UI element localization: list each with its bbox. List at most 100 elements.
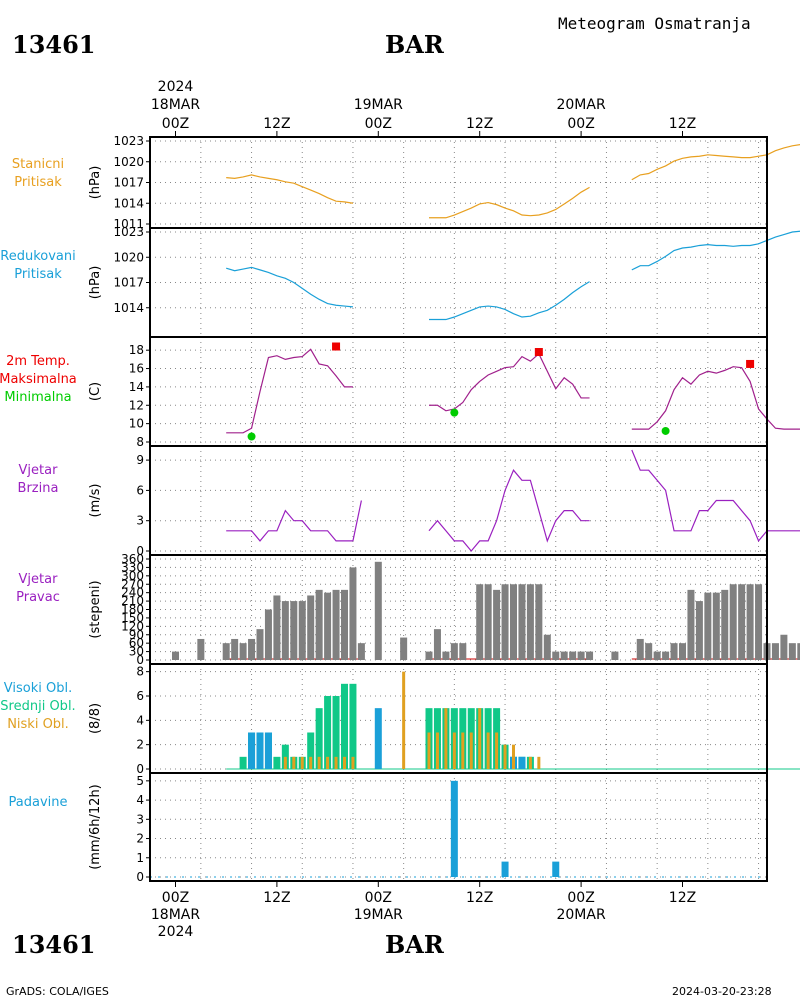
precip-bar (552, 861, 560, 877)
min-temp-marker (247, 432, 256, 441)
mid-cloud-bar (307, 732, 315, 769)
low-cloud-bar (292, 756, 296, 769)
wind-dir-bar (653, 651, 661, 660)
low-cloud-bar (435, 732, 439, 769)
panel-wind-speed: (m/s) Vjetar Brzina (18, 445, 800, 556)
wind-dir-bar (450, 643, 458, 660)
y-tick-label-precipitation: 4 (136, 793, 144, 807)
wind-dir-bar (324, 592, 332, 660)
min-temp-marker (661, 426, 670, 435)
series-line-temperature (631, 366, 800, 430)
precip-bar (450, 780, 458, 877)
wind-dir-bar (636, 638, 644, 660)
low-cloud-bar (444, 708, 448, 769)
wind-dir-bar (560, 651, 568, 660)
wind-dir-bar (543, 634, 551, 660)
meteogram-title: Meteogram Osmatranja (558, 14, 751, 33)
y-tick-label-precipitation: 2 (136, 832, 144, 846)
y-axis-label-reduced-pressure: (hPa) (88, 266, 103, 300)
series-line-reduced-pressure (226, 266, 354, 308)
wind-dir-bar (738, 584, 746, 660)
time-tick-label-top: 00Z (567, 116, 594, 132)
low-cloud-bar (427, 732, 431, 769)
panel-clouds: (8/8) Visoki Obl. Srednji Obl. Niski Obl. (0, 663, 800, 774)
wind-dir-bar (518, 584, 526, 660)
wind-dir-bar (510, 584, 517, 660)
y-tick-label-wind-direction: 300 (121, 569, 144, 583)
panel-label-station-pressure: Stanicni (12, 157, 64, 172)
low-cloud-bar (512, 744, 515, 769)
wind-dir-bar (746, 584, 754, 660)
mid-cloud-bar (341, 683, 348, 769)
panel-precipitation: (mm/6h/12h) Padavine (9, 772, 768, 882)
y-tick-label-precipitation: 5 (136, 774, 144, 788)
panel-temperature: (C) 2m Temp. Maksimalna Minimalna (0, 336, 800, 447)
high-cloud-bar (518, 756, 526, 769)
y-tick-label-wind-direction: 360 (121, 552, 144, 566)
station-id-top: 13461 (12, 30, 96, 59)
y-tick-label-reduced-pressure: 1017 (113, 276, 144, 290)
wind-dir-bar (780, 634, 788, 660)
series-line-reduced-pressure (429, 281, 590, 321)
series-line-station-pressure (226, 174, 354, 204)
wind-dir-bar (670, 643, 678, 660)
wind-dir-bar (535, 584, 543, 660)
date-label-top: 20MAR (556, 97, 605, 113)
y-tick-label-clouds: 4 (136, 713, 144, 727)
date-label-bottom: 18MAR (151, 907, 200, 923)
time-tick-label-bottom: 12Z (466, 890, 493, 906)
mid-cloud-bar (239, 756, 247, 769)
year-label-bottom: 2024 (158, 924, 194, 940)
wind-dir-bar (476, 584, 484, 660)
series-line-temperature (226, 348, 353, 434)
mid-cloud-bar (315, 708, 323, 769)
high-cloud-bar (264, 732, 272, 769)
time-tick-label-bottom: 12Z (669, 890, 696, 906)
wind-dir-bar (332, 589, 340, 660)
wind-dir-bar (425, 651, 433, 660)
y-tick-label-station-pressure: 1023 (113, 134, 144, 148)
wind-dir-bar (298, 601, 306, 660)
wind-dir-bar (501, 584, 509, 660)
low-cloud-bar (317, 756, 321, 769)
panel-label-wind-speed: Brzina (18, 481, 59, 496)
date-label-top: 19MAR (354, 97, 403, 113)
wind-dir-bar (222, 643, 230, 660)
panel-label-temperature: Maksimalna (0, 372, 77, 387)
wind-dir-bar (256, 629, 264, 660)
wind-dir-bar (442, 651, 450, 660)
y-tick-label-temperature: 16 (129, 362, 144, 376)
y-tick-label-station-pressure: 1011 (113, 217, 144, 231)
y-tick-label-wind-direction: 180 (121, 603, 144, 617)
y-tick-label-wind-direction: 270 (121, 577, 144, 591)
time-tick-label-top: 12Z (263, 116, 290, 132)
wind-dir-bar (197, 638, 205, 660)
mid-cloud-bar (273, 756, 281, 769)
wind-dir-bar (729, 584, 737, 660)
high-cloud-bar (256, 732, 264, 769)
panel-label-reduced-pressure: Redukovani (0, 249, 75, 264)
low-cloud-bar (343, 756, 346, 769)
time-tick-label-bottom: 00Z (365, 890, 392, 906)
y-tick-label-temperature: 10 (129, 417, 144, 431)
mid-cloud-bar (349, 683, 357, 769)
max-temp-marker (534, 348, 543, 357)
y-axis-label-clouds: (8/8) (88, 703, 103, 734)
max-temp-marker (746, 359, 755, 368)
y-tick-label-station-pressure: 1020 (113, 155, 144, 169)
mid-cloud-bar (332, 695, 340, 769)
wind-dir-bar (264, 609, 272, 660)
panel-frame-station-pressure (149, 136, 768, 229)
panel-label-temperature: Minimalna (4, 390, 71, 405)
panel-station-pressure: (hPa) Stanicni Pritisak (12, 136, 800, 229)
y-tick-label-wind-speed: 0 (136, 544, 144, 558)
y-tick-label-temperature: 18 (129, 343, 144, 357)
low-cloud-bar (478, 708, 482, 769)
y-tick-label-clouds: 0 (136, 762, 144, 776)
y-tick-label-clouds: 6 (136, 689, 144, 703)
panel-label-clouds: Srednji Obl. (0, 699, 75, 714)
wind-dir-bar (586, 651, 594, 660)
panel-label-clouds: Niski Obl. (7, 717, 69, 732)
wind-dir-bar (552, 651, 560, 660)
